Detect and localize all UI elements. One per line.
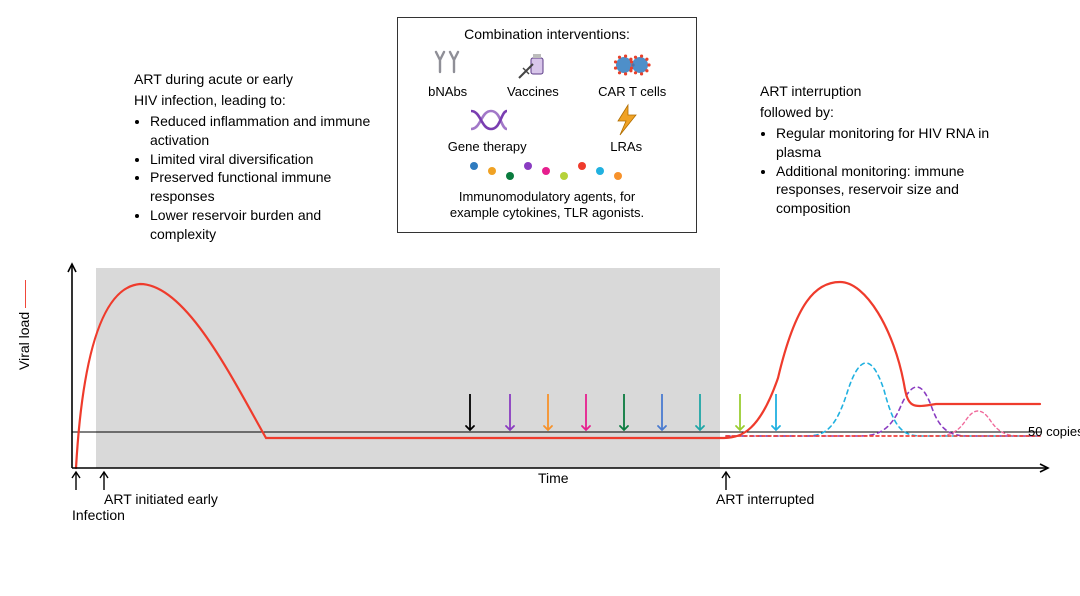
svg-text:ART interrupted: ART interrupted	[716, 491, 814, 507]
chart-area: InfectionART initiated early ART interrup…	[36, 258, 1066, 548]
immuno-caption-l1: Immunomodulatory agents, for	[459, 189, 635, 204]
left-bullet: Preserved functional immune responses	[150, 168, 374, 206]
svg-text:Time: Time	[538, 470, 569, 486]
left-bullet-list: Reduced inflammation and immune activati…	[134, 112, 374, 244]
intervention-item: LRAs	[606, 103, 646, 154]
svg-text:Infection: Infection	[72, 507, 125, 523]
left-bullet: Limited viral diversification	[150, 150, 374, 169]
intervention-item: Vaccines	[507, 48, 559, 99]
right-bullet: Additional monitoring: immune responses,…	[776, 162, 1030, 219]
right-header-l2: followed by:	[760, 103, 1030, 122]
right-text-block: ART interruption followed by: Regular mo…	[760, 82, 1030, 218]
interventions-title: Combination interventions:	[408, 26, 686, 42]
right-bullet: Regular monitoring for HIV RNA in plasma	[776, 124, 1030, 162]
y-axis-label: Viral load ——	[16, 280, 32, 370]
right-header-l1: ART interruption	[760, 82, 1030, 101]
dna-icon	[467, 103, 507, 137]
y-axis-label-text: Viral load	[16, 308, 32, 370]
left-header-l2: HIV infection, leading to:	[134, 91, 374, 110]
interventions-row-2: Gene therapy LRAs	[408, 103, 686, 154]
vaccine-icon	[513, 48, 553, 82]
intervention-label: LRAs	[610, 139, 642, 154]
intervention-label: CAR T cells	[598, 84, 666, 99]
intervention-label: Vaccines	[507, 84, 559, 99]
bolt-icon	[606, 103, 646, 137]
left-header-l1: ART during acute or early	[134, 70, 374, 89]
intervention-item: Gene therapy	[448, 103, 527, 154]
immuno-caption: Immunomodulatory agents, for example cyt…	[408, 189, 686, 222]
interventions-box: Combination interventions: bNAbs Vaccines…	[397, 17, 697, 233]
intervention-label: Gene therapy	[448, 139, 527, 154]
antibody-icon	[428, 48, 468, 82]
svg-text:50 copies/ml: 50 copies/ml	[1028, 424, 1080, 439]
intervention-label: bNAbs	[428, 84, 467, 99]
left-text-block: ART during acute or early HIV infection,…	[134, 70, 374, 244]
left-bullet: Reduced inflammation and immune activati…	[150, 112, 374, 150]
immuno-caption-l2: example cytokines, TLR agonists.	[450, 205, 644, 220]
svg-text:ART initiated early: ART initiated early	[104, 491, 218, 507]
figure-root: ART during acute or early HIV infection,…	[0, 0, 1080, 596]
right-bullet-list: Regular monitoring for HIV RNA in plasma…	[760, 124, 1030, 218]
cart-icon	[612, 48, 652, 82]
intervention-item: bNAbs	[428, 48, 468, 99]
immuno-dots-row	[408, 158, 686, 187]
y-axis-label-line: ——	[16, 280, 32, 308]
left-bullet: Lower reservoir burden and complexity	[150, 206, 374, 244]
intervention-item: CAR T cells	[598, 48, 666, 99]
interventions-row-1: bNAbs Vaccines CAR T cells	[408, 48, 686, 99]
chart-svg: InfectionART initiated early ART interrup…	[36, 258, 1066, 548]
